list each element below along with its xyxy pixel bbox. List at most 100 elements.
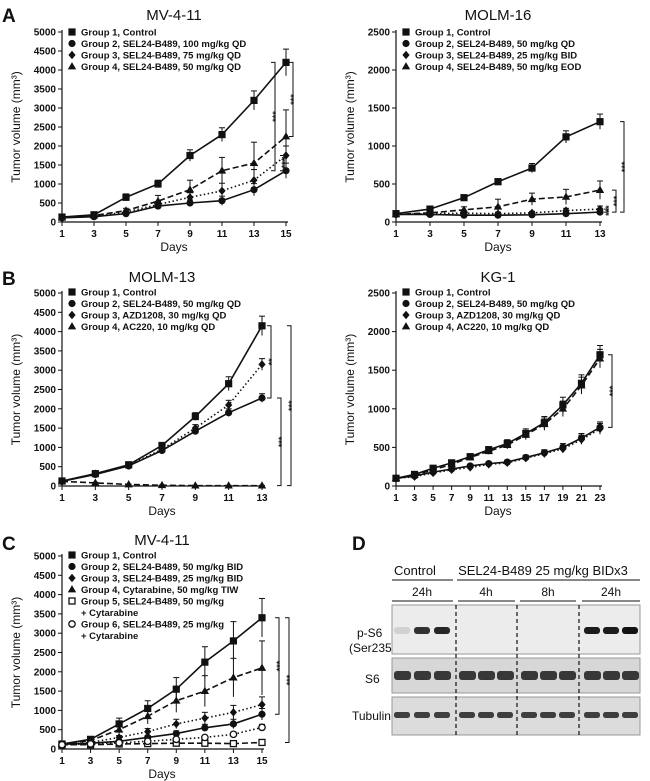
legend-entry-4: Group 4, Cytarabine, 50 mg/kg TIW bbox=[67, 585, 238, 596]
x-tick-label: 7 bbox=[145, 756, 151, 767]
y-tick-label: 1000 bbox=[34, 706, 57, 717]
legend-marker bbox=[68, 299, 76, 308]
blot-bands bbox=[394, 627, 639, 718]
data-point bbox=[258, 710, 266, 718]
data-point bbox=[57, 476, 67, 485]
x-tick-label: 7 bbox=[449, 493, 455, 504]
chart-mv411-c: MV-4-11 0 500 1000 1500 2000 2500 3000 3500 4000 4… bbox=[9, 532, 295, 781]
legend-marker bbox=[402, 288, 410, 296]
legend-entry-4: Group 4, AC220, 10 mg/kg QD bbox=[67, 322, 215, 333]
data-point bbox=[185, 185, 195, 193]
data-point bbox=[466, 463, 474, 472]
data-point bbox=[154, 180, 162, 188]
y-axis-label: Tumor volume (mm³) bbox=[343, 71, 357, 183]
significance-label: *** bbox=[275, 660, 285, 671]
band-tubulin bbox=[394, 712, 410, 718]
series-4 bbox=[391, 180, 605, 218]
data-point bbox=[186, 151, 194, 160]
x-tick-label: 9 bbox=[174, 756, 180, 767]
significance-bracket bbox=[280, 155, 285, 172]
legend-label-cont: + Cytarabine bbox=[81, 631, 138, 642]
western-blot: Control SEL24-B489 25 mg/kg BIDx3 24h 4h… bbox=[349, 563, 641, 736]
band-ps6 bbox=[584, 627, 600, 634]
y-tick-label: 0 bbox=[50, 482, 56, 493]
legend-entry-3: Group 3, SEL24-B489, 25 mg/kg BID bbox=[68, 574, 243, 585]
legend-label-cont: + Cytarabine bbox=[81, 608, 138, 619]
series-line bbox=[62, 741, 263, 746]
x-axis-label: Days bbox=[484, 240, 511, 254]
data-point bbox=[218, 131, 226, 139]
legend-label: Group 1, Control bbox=[81, 551, 156, 562]
data-point bbox=[172, 735, 181, 744]
data-point bbox=[89, 211, 99, 219]
series-3 bbox=[392, 422, 604, 483]
band-s6 bbox=[478, 671, 495, 680]
series-line bbox=[61, 397, 263, 483]
blot-time-1: 24h bbox=[412, 585, 432, 599]
legend-label: Group 2, SEL24-B489, 50 mg/kg QD bbox=[81, 299, 241, 310]
data-point bbox=[391, 473, 401, 482]
y-axis-label: Tumor volume (mm³) bbox=[9, 71, 23, 183]
y-tick-label: 2000 bbox=[34, 667, 57, 678]
data-point bbox=[257, 481, 267, 489]
y-tick-label: 4500 bbox=[34, 47, 57, 58]
data-point bbox=[391, 210, 401, 218]
y-tick-label: 1000 bbox=[34, 443, 57, 454]
band-s6 bbox=[414, 671, 431, 680]
data-point bbox=[559, 444, 567, 454]
y-tick-label: 1500 bbox=[368, 104, 391, 115]
significance-label: *** bbox=[277, 436, 287, 447]
legend-entry-1: Group 1, Control bbox=[402, 28, 490, 39]
x-tick-label: 15 bbox=[256, 756, 268, 767]
data-point bbox=[429, 468, 437, 478]
y-tick-label: 1000 bbox=[368, 404, 391, 415]
x-tick-label: 5 bbox=[461, 229, 467, 240]
x-axis-label: Days bbox=[148, 504, 175, 518]
legend-label: Group 5, SEL24-B489, 50 mg/kg bbox=[81, 597, 224, 608]
legend-entry-1: Group 1, Control bbox=[68, 551, 156, 562]
data-point bbox=[143, 711, 152, 720]
significance-bracket bbox=[620, 121, 625, 213]
y-tick-label: 1000 bbox=[34, 180, 57, 191]
data-point bbox=[503, 458, 511, 468]
x-tick-label: 11 bbox=[217, 229, 228, 240]
data-point bbox=[201, 724, 209, 732]
significance-label: *** bbox=[287, 400, 297, 411]
band-s6 bbox=[497, 671, 514, 680]
y-tick-label: 4000 bbox=[34, 327, 57, 338]
legend-marker bbox=[68, 50, 76, 60]
x-tick-label: 3 bbox=[412, 493, 418, 504]
band-ps6 bbox=[414, 627, 430, 634]
significance-bracket bbox=[285, 617, 290, 743]
data-point bbox=[191, 412, 199, 421]
chart-title: MV-4-11 bbox=[146, 7, 202, 24]
y-tick-label: 5000 bbox=[34, 552, 57, 563]
data-point bbox=[258, 322, 266, 330]
legend-marker bbox=[68, 28, 76, 36]
significance-label: *** bbox=[285, 674, 295, 685]
blot-time-2: 4h bbox=[479, 585, 492, 599]
data-point bbox=[201, 658, 209, 666]
data-point bbox=[144, 727, 152, 736]
x-tick-label: 11 bbox=[223, 493, 234, 504]
legend-label: Group 2, SEL24-B489, 100 mg/kg QD bbox=[81, 39, 246, 50]
data-point bbox=[229, 739, 238, 748]
data-point bbox=[459, 205, 469, 213]
legend-entry-4: Group 4, SEL24-B489, 50 mg/kg QD bbox=[67, 62, 241, 73]
significance-label: *** bbox=[612, 195, 622, 206]
data-point bbox=[124, 480, 133, 488]
x-tick-label: 1 bbox=[393, 493, 399, 504]
legend-marker bbox=[68, 310, 76, 320]
legend-label: Group 3, SEL24-B489, 25 mg/kg BID bbox=[415, 51, 577, 62]
series-4 bbox=[57, 476, 267, 489]
series-line bbox=[61, 726, 263, 746]
data-point bbox=[224, 481, 233, 489]
legend-entry-3: Group 3, SEL24-B489, 75 mg/kg QD bbox=[68, 51, 241, 62]
x-tick-label: 3 bbox=[93, 493, 99, 504]
legend-entry-1: Group 1, Control bbox=[402, 288, 490, 299]
significance-label: ** bbox=[267, 358, 277, 366]
data-point bbox=[425, 208, 435, 216]
band-s6 bbox=[584, 671, 601, 680]
series-4 bbox=[57, 109, 291, 221]
data-point bbox=[91, 469, 99, 478]
